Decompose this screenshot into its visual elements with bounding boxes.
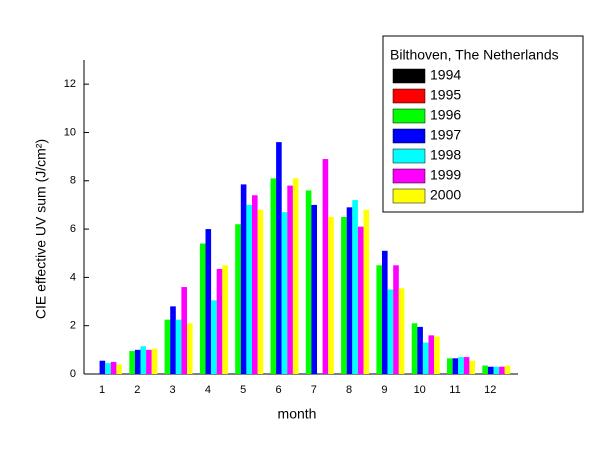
- y-tick-label: 2: [70, 320, 76, 332]
- bar: [252, 195, 258, 374]
- legend-label: 1995: [430, 87, 461, 103]
- bar: [428, 335, 435, 374]
- bar: [357, 226, 364, 374]
- y-tick-label: 12: [64, 78, 76, 90]
- y-tick-label: 4: [70, 271, 76, 283]
- bar: [346, 207, 353, 374]
- bar: [99, 360, 106, 374]
- bar: [151, 348, 158, 374]
- legend-label: 1997: [430, 127, 461, 143]
- bar: [487, 366, 494, 374]
- bar: [322, 159, 329, 374]
- bar: [246, 204, 252, 374]
- x-tick-label: 1: [99, 384, 105, 396]
- bar: [164, 319, 171, 374]
- bar: [257, 209, 264, 374]
- bar: [199, 243, 206, 374]
- bar: [422, 342, 429, 374]
- bar: [504, 365, 511, 374]
- bar: [170, 306, 176, 374]
- bar: [393, 265, 399, 374]
- bar: [434, 336, 440, 374]
- legend-label: 1994: [430, 67, 461, 83]
- y-axis-label: CIE effective UV sum (J/cm²): [33, 139, 49, 319]
- bar: [187, 323, 193, 374]
- bar: [134, 349, 141, 374]
- bar: [352, 200, 358, 374]
- bar: [292, 178, 299, 374]
- bar: [211, 300, 217, 374]
- bar: [305, 190, 312, 374]
- bar: [105, 363, 111, 374]
- x-tick-label: 10: [414, 384, 426, 396]
- bar: [458, 357, 464, 374]
- x-tick-label: 7: [311, 384, 317, 396]
- bar: [146, 349, 152, 374]
- bar: [240, 184, 247, 374]
- bar: [382, 250, 388, 374]
- bar: [276, 142, 282, 374]
- bar: [417, 326, 423, 374]
- bar: [341, 217, 347, 374]
- bar: [181, 287, 187, 374]
- bar: [469, 360, 475, 374]
- legend-swatch: [392, 188, 426, 204]
- bar: [116, 364, 122, 374]
- bar: [140, 346, 147, 374]
- y-tick-label: 10: [64, 126, 76, 138]
- legend-label: 2000: [430, 187, 461, 203]
- legend-label: 1999: [430, 167, 461, 183]
- bar: [482, 365, 488, 374]
- y-tick-label: 8: [70, 175, 76, 187]
- y-tick-label: 6: [70, 223, 76, 235]
- bar: [447, 358, 453, 374]
- bar: [222, 265, 228, 374]
- x-tick-label: 11: [449, 384, 460, 396]
- bar: [463, 357, 470, 374]
- legend-swatch: [392, 128, 426, 144]
- bar: [235, 224, 241, 374]
- bar: [499, 366, 505, 374]
- bar: [129, 351, 135, 374]
- bar: [398, 288, 405, 374]
- x-tick-label: 9: [381, 384, 387, 396]
- bar: [452, 358, 459, 374]
- x-tick-label: 8: [346, 384, 352, 396]
- bar: [205, 229, 212, 374]
- x-tick-label: 6: [275, 384, 281, 396]
- x-tick-label: 2: [134, 384, 140, 396]
- y-tick-label: 0: [70, 368, 76, 380]
- bar: [376, 265, 382, 374]
- bar: [311, 204, 317, 374]
- bar: [287, 185, 293, 374]
- legend-label: 1996: [430, 107, 461, 123]
- bar: [110, 361, 117, 374]
- x-tick-label: 3: [170, 384, 176, 396]
- legend-swatch: [392, 168, 426, 184]
- bar: [363, 209, 370, 374]
- bar: [493, 366, 500, 374]
- legend-title: Bilthoven, The Netherlands: [390, 47, 559, 63]
- legend-box: [382, 35, 584, 213]
- x-axis-label: month: [278, 406, 317, 422]
- legend-label: 1998: [430, 147, 461, 163]
- bar: [281, 212, 288, 374]
- legend-swatch: [392, 68, 426, 84]
- bar: [175, 319, 182, 374]
- x-tick-label: 12: [484, 384, 496, 396]
- legend-swatch: [392, 88, 426, 104]
- bar: [387, 289, 394, 374]
- bar: [270, 178, 277, 374]
- bar: [411, 323, 418, 374]
- bar: [328, 217, 334, 374]
- legend-swatch: [392, 108, 426, 124]
- legend-swatch: [392, 148, 426, 164]
- x-tick-label: 5: [240, 384, 246, 396]
- x-tick-label: 4: [205, 384, 211, 396]
- bar: [216, 268, 223, 374]
